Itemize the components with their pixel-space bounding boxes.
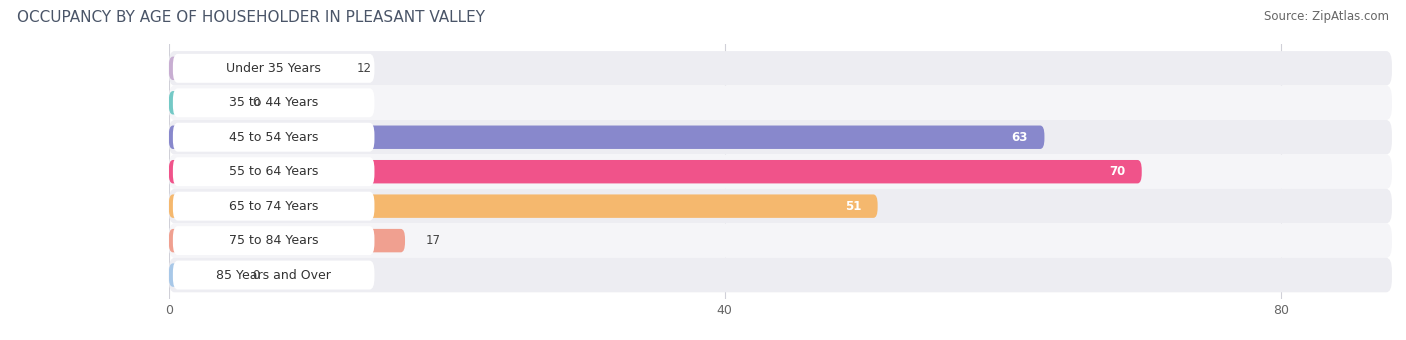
Text: 63: 63	[1011, 131, 1028, 144]
Text: 75 to 84 Years: 75 to 84 Years	[229, 234, 318, 247]
FancyBboxPatch shape	[169, 91, 231, 115]
Text: Under 35 Years: Under 35 Years	[226, 62, 321, 75]
FancyBboxPatch shape	[169, 258, 1392, 292]
FancyBboxPatch shape	[173, 157, 374, 186]
Text: Source: ZipAtlas.com: Source: ZipAtlas.com	[1264, 10, 1389, 23]
FancyBboxPatch shape	[169, 229, 405, 252]
Text: 35 to 44 Years: 35 to 44 Years	[229, 96, 318, 109]
FancyBboxPatch shape	[169, 264, 231, 287]
FancyBboxPatch shape	[169, 56, 336, 80]
FancyBboxPatch shape	[173, 192, 374, 221]
FancyBboxPatch shape	[169, 51, 1392, 86]
FancyBboxPatch shape	[169, 189, 1392, 223]
Text: 0: 0	[252, 96, 260, 109]
Text: 12: 12	[356, 62, 371, 75]
FancyBboxPatch shape	[169, 160, 1142, 183]
FancyBboxPatch shape	[169, 154, 1392, 189]
FancyBboxPatch shape	[173, 123, 374, 152]
FancyBboxPatch shape	[169, 120, 1392, 154]
FancyBboxPatch shape	[169, 125, 1045, 149]
Text: 51: 51	[845, 200, 860, 212]
Text: 17: 17	[426, 234, 441, 247]
Text: 45 to 54 Years: 45 to 54 Years	[229, 131, 318, 144]
Text: OCCUPANCY BY AGE OF HOUSEHOLDER IN PLEASANT VALLEY: OCCUPANCY BY AGE OF HOUSEHOLDER IN PLEAS…	[17, 10, 485, 25]
FancyBboxPatch shape	[173, 260, 374, 290]
FancyBboxPatch shape	[169, 86, 1392, 120]
Text: 85 Years and Over: 85 Years and Over	[217, 269, 330, 282]
Text: 65 to 74 Years: 65 to 74 Years	[229, 200, 318, 212]
Text: 0: 0	[252, 269, 260, 282]
FancyBboxPatch shape	[173, 226, 374, 255]
Text: 55 to 64 Years: 55 to 64 Years	[229, 165, 318, 178]
FancyBboxPatch shape	[169, 223, 1392, 258]
FancyBboxPatch shape	[169, 194, 877, 218]
FancyBboxPatch shape	[173, 88, 374, 117]
Text: 70: 70	[1109, 165, 1125, 178]
FancyBboxPatch shape	[173, 54, 374, 83]
